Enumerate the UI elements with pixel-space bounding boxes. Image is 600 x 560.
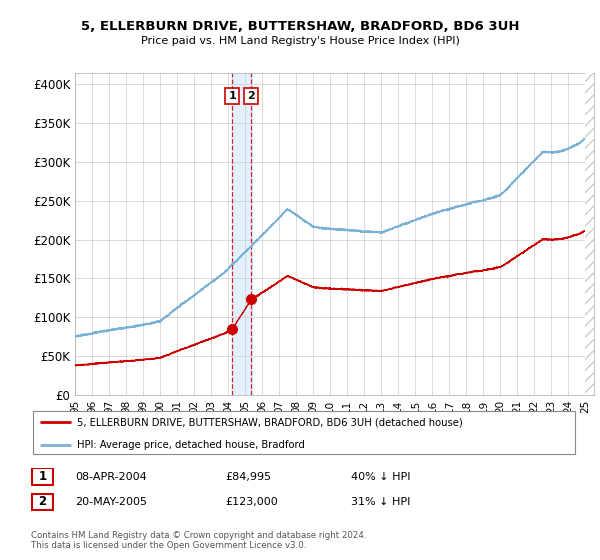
Text: £84,995: £84,995: [225, 472, 271, 482]
FancyBboxPatch shape: [33, 411, 575, 454]
FancyBboxPatch shape: [32, 468, 53, 485]
Text: 2: 2: [38, 495, 47, 508]
Text: 20-MAY-2005: 20-MAY-2005: [75, 497, 147, 507]
FancyBboxPatch shape: [32, 493, 53, 510]
Text: 08-APR-2004: 08-APR-2004: [75, 472, 147, 482]
Text: £123,000: £123,000: [225, 497, 278, 507]
Bar: [232, 73, 253, 395]
Text: 5, ELLERBURN DRIVE, BUTTERSHAW, BRADFORD, BD6 3UH: 5, ELLERBURN DRIVE, BUTTERSHAW, BRADFORD…: [81, 20, 519, 32]
Text: 1: 1: [229, 91, 236, 101]
Text: 1: 1: [38, 470, 47, 483]
Text: 5, ELLERBURN DRIVE, BUTTERSHAW, BRADFORD, BD6 3UH (detached house): 5, ELLERBURN DRIVE, BUTTERSHAW, BRADFORD…: [77, 417, 463, 427]
Text: 2: 2: [248, 91, 256, 101]
Text: HPI: Average price, detached house, Bradford: HPI: Average price, detached house, Brad…: [77, 440, 305, 450]
Text: Price paid vs. HM Land Registry's House Price Index (HPI): Price paid vs. HM Land Registry's House …: [140, 36, 460, 46]
Text: 31% ↓ HPI: 31% ↓ HPI: [351, 497, 410, 507]
Text: Contains HM Land Registry data © Crown copyright and database right 2024.
This d: Contains HM Land Registry data © Crown c…: [31, 531, 367, 550]
Text: 40% ↓ HPI: 40% ↓ HPI: [351, 472, 410, 482]
